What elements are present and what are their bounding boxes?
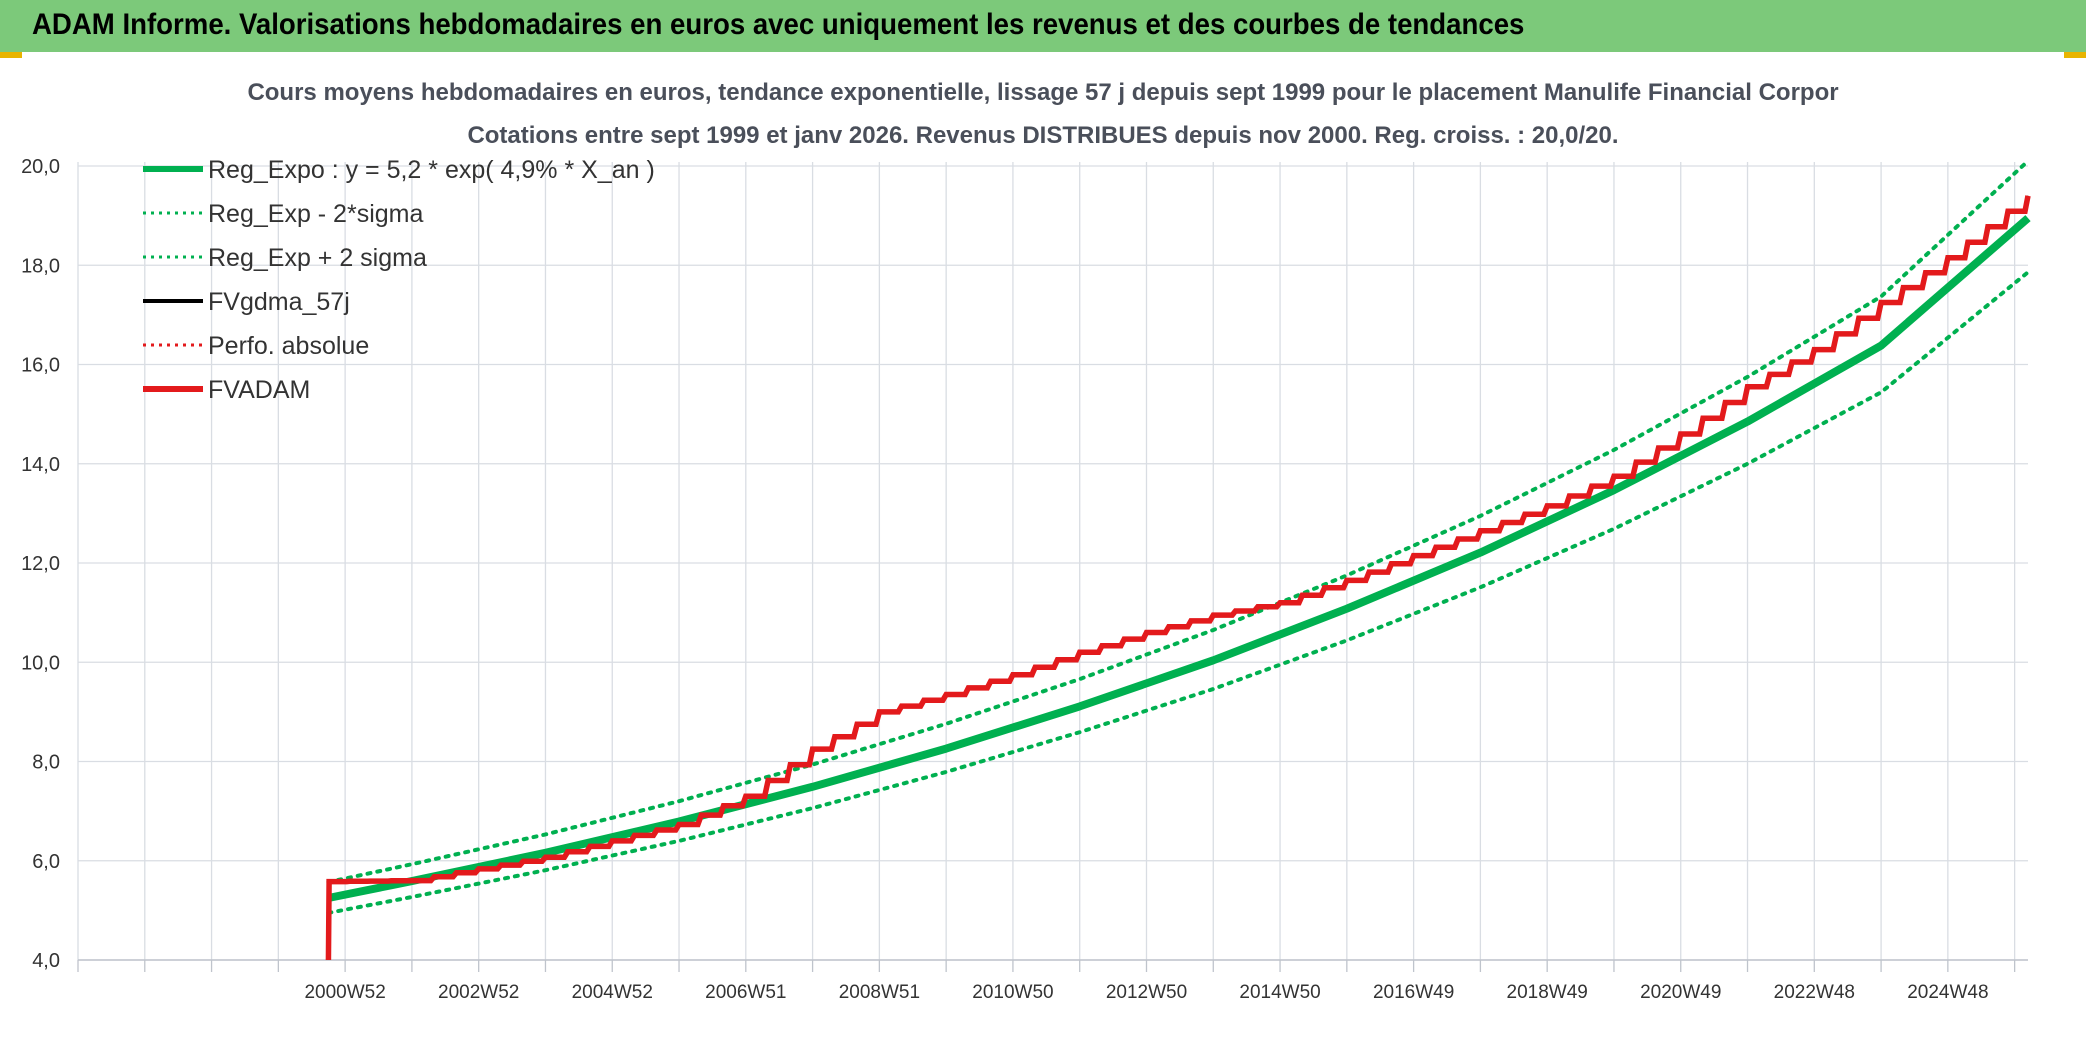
x-tick-label: 2004W52 [572, 982, 653, 1003]
series-reg-exp-minus-2sigma [326, 270, 2030, 915]
series-reg-exp-plus-2sigma [326, 159, 2030, 885]
legend-label: Reg_Exp + 2 sigma [208, 244, 427, 272]
x-tick-label: 2000W52 [304, 982, 385, 1003]
x-tick-label: 2016W49 [1373, 982, 1454, 1003]
y-tick-label: 8,0 [32, 752, 60, 774]
chart-title: Cours moyens hebdomadaires en euros, ten… [247, 79, 1838, 149]
x-tick-label: 2018W49 [1507, 982, 1588, 1003]
y-tick-label: 10,0 [21, 652, 60, 674]
axes: 4,0 6,0 8,0 10,0 12,0 14,0 16,0 18,0 20,0 2000W52… [21, 156, 2028, 1003]
y-tick-label: 12,0 [21, 553, 60, 575]
y-tick-label: 6,0 [32, 851, 60, 873]
corner-accent-right [2064, 52, 2086, 58]
x-tick-label: 2020W49 [1640, 982, 1721, 1003]
report-title: ADAM Informe. Valorisations hebdomadaire… [32, 8, 1525, 41]
grid [77, 162, 2028, 961]
corner-accent-left [0, 52, 22, 58]
series-fvadam [325, 195, 2031, 961]
report-header: ADAM Informe. Valorisations hebdomadaire… [0, 0, 2086, 52]
legend-label: FVgdma_57j [208, 288, 350, 316]
x-tick-label: 2008W51 [839, 982, 920, 1003]
y-tick-label: 18,0 [21, 255, 60, 277]
x-tick-label: 2006W51 [705, 982, 786, 1003]
legend-label: Perfo. absolue [208, 332, 369, 360]
chart-title-line-1: Cours moyens hebdomadaires en euros, ten… [247, 79, 1838, 106]
x-tick-label: 2024W48 [1907, 982, 1988, 1003]
legend: Reg_Expo : y = 5,2 * exp( 4,9% * X_an ) R… [143, 156, 655, 404]
legend-label: FVADAM [208, 376, 310, 404]
series-reg-expo [327, 215, 2031, 902]
y-tick-label: 4,0 [32, 950, 60, 972]
x-tick-label: 2014W50 [1239, 982, 1320, 1003]
chart: 4,0 6,0 8,0 10,0 12,0 14,0 16,0 18,0 20,0 2000W52… [21, 79, 2031, 1003]
series [325, 159, 2031, 961]
x-tick-label: 2010W50 [972, 982, 1053, 1003]
x-tick-label: 2012W50 [1106, 982, 1187, 1003]
y-tick-label: 16,0 [21, 355, 60, 377]
y-tick-label: 20,0 [21, 156, 60, 178]
y-tick-label: 14,0 [21, 454, 60, 476]
legend-label: Reg_Expo : y = 5,2 * exp( 4,9% * X_an ) [208, 156, 655, 184]
chart-title-line-2: Cotations entre sept 1999 et janv 2026. … [467, 122, 1618, 149]
x-tick-label: 2002W52 [438, 982, 519, 1003]
x-tick-label: 2022W48 [1774, 982, 1855, 1003]
legend-label: Reg_Exp - 2*sigma [208, 200, 423, 228]
